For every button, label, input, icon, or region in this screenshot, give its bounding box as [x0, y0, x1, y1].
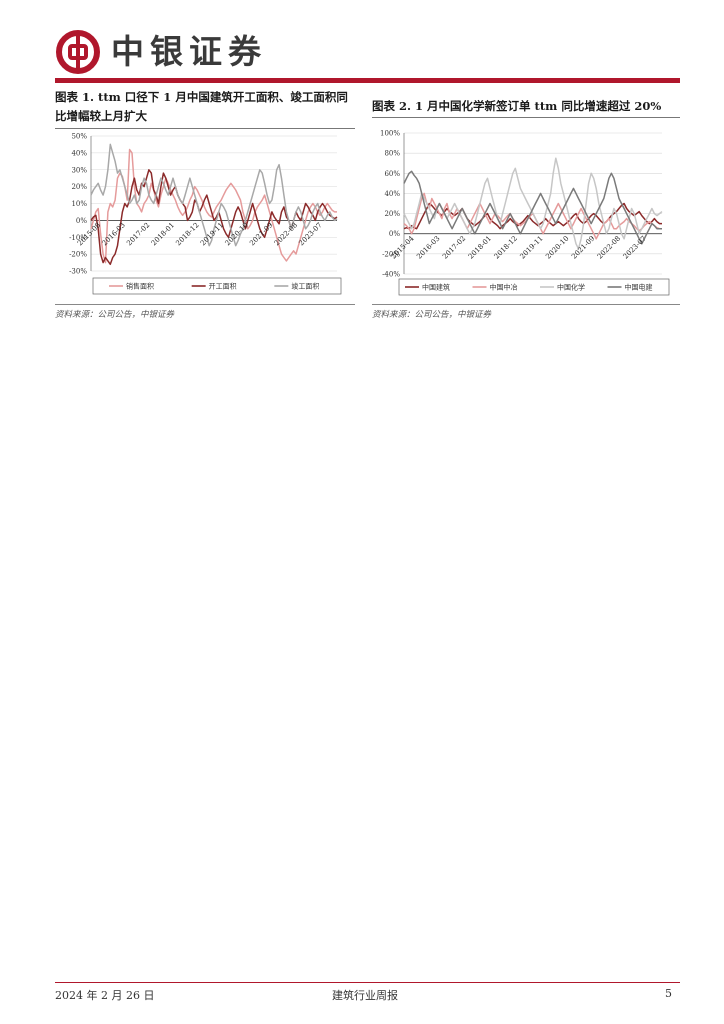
figure-2-bottom-rule — [372, 304, 680, 305]
chart-1-y-tick-label: -30% — [69, 268, 87, 276]
chart-2-y-tick-label: 60% — [384, 170, 400, 178]
chart-1-y-tick-label: 40% — [71, 149, 87, 157]
chart-1-x-tick-label: 2016-03 — [101, 221, 127, 247]
chart-1-y-tick-label: 30% — [71, 166, 87, 174]
figure-2-title: 图表 2. 1 月中国化学新签订单 ttm 同比增速超过 20% — [372, 97, 682, 116]
chart-1-x-tick-label: 2022-08 — [273, 221, 299, 247]
chart-2-x-tick-label: 2019-11 — [519, 234, 545, 260]
figure-1-title-line-1: 图表 1. ttm 口径下 1 月中国建筑开工面积、竣工面积同 — [55, 90, 348, 104]
figure-2-source: 资料来源：公司公告，中银证券 — [372, 310, 492, 320]
chart-2-x-tick-label: 2023-07 — [622, 234, 648, 260]
chart-2-y-tick-label: 0% — [389, 230, 400, 238]
chart-2-y-tick-label: 100% — [380, 130, 400, 138]
chart-2-series-1-line — [403, 192, 662, 240]
figure-1-bottom-rule — [55, 304, 355, 305]
chart-2-x-tick-label: 2016-03 — [415, 234, 441, 260]
chart-1-x-tick-label: 2021-09 — [248, 221, 274, 247]
chart-1-y-tick-label: -10% — [69, 234, 87, 242]
chart-1-svg: 50%40%30%20%10%0%-10%-20%-30%2015-082016… — [69, 133, 342, 295]
footer-page-number: 5 — [665, 987, 672, 1000]
figure-1-source: 资料来源：公司公告，中银证券 — [55, 310, 175, 320]
footer-date: 2024 年 2 月 26 日 — [55, 989, 155, 1002]
chart-2-y-tick-label: -20% — [382, 250, 400, 258]
chart-2-legend-label: 中国化学 — [557, 283, 585, 292]
chart-2-legend-label: 中国电建 — [625, 283, 653, 292]
chart-1-series-0-line — [90, 148, 337, 264]
figure-1-chart: 50% 40% 30% 20% 10% 0% -10% -20% -30% 2015-08 2016… — [55, 130, 355, 300]
chart-1-x-tick-label: 2018-01 — [150, 221, 176, 247]
chart-1-legend-label: 销售面积 — [126, 282, 154, 291]
company-logo: 中银证券 — [55, 28, 267, 76]
chart-2-legend-box — [398, 278, 670, 296]
company-name: 中银证券 — [111, 32, 267, 71]
figure-1-top-rule — [55, 128, 355, 129]
chart-2-x-tick-label: 2018-12 — [493, 234, 519, 260]
chart-2-y-tick-label: 20% — [384, 210, 400, 218]
chart-2-legend-label: 中国建筑 — [422, 283, 450, 292]
chart-1-y-tick-label: 0% — [76, 217, 87, 225]
figure-1-title: 图表 1. ttm 口径下 1 月中国建筑开工面积、竣工面积同 比增幅较上月扩大 — [55, 88, 365, 126]
chart-1-legend-box — [92, 277, 342, 295]
chart-2-y-tick-label: -40% — [382, 271, 400, 279]
chart-2-legend-label: 中国中冶 — [490, 283, 518, 292]
header-rule — [55, 78, 680, 83]
chart-1-y-tick-label: 50% — [71, 133, 87, 141]
chart-2-x-tick-label: 2020-10 — [544, 234, 570, 260]
chart-1-x-tick-label: 2018-12 — [174, 221, 200, 247]
chart-2-x-tick-label: 2022-08 — [596, 234, 622, 260]
chart-1-y-tick-label: 20% — [71, 183, 87, 191]
chart-1-y-tick-label: -20% — [69, 251, 87, 259]
footer-report-name: 建筑行业周报 — [332, 989, 398, 1002]
chart-2-x-tick-label: 2018-01 — [467, 234, 493, 260]
figure-1-title-line-2: 比增幅较上月扩大 — [55, 109, 147, 123]
chart-1-y-tick-label: 10% — [71, 200, 87, 208]
chart-1-legend-label: 竣工面积 — [291, 282, 319, 291]
chart-2-series-0-line — [403, 202, 662, 230]
chart-1-series-2-line — [90, 143, 338, 247]
chart-2-svg: 100%80%60%40%20%0%-20%-40%2015-04 2016-03… — [380, 130, 670, 296]
figure-2-top-rule — [372, 117, 680, 118]
figure-2-title-line-1: 图表 2. 1 月中国化学新签订单 ttm 同比增速超过 20% — [372, 99, 662, 113]
chart-2-y-tick-label: 40% — [384, 190, 400, 198]
chart-1-x-tick-label: 2017-02 — [125, 221, 151, 247]
chart-2-series-3-line — [403, 170, 662, 245]
figure-2-chart: 100% 80% 60% 40% 20% 0% -20% -40% 2015-04 2016-03… — [372, 124, 680, 300]
footer-rule — [55, 982, 680, 983]
chart-2-x-tick-label: 2017-02 — [441, 234, 467, 260]
boc-logo-icon — [56, 30, 100, 74]
chart-1-legend-label: 开工面积 — [209, 282, 237, 291]
chart-2-y-tick-label: 80% — [384, 150, 400, 158]
